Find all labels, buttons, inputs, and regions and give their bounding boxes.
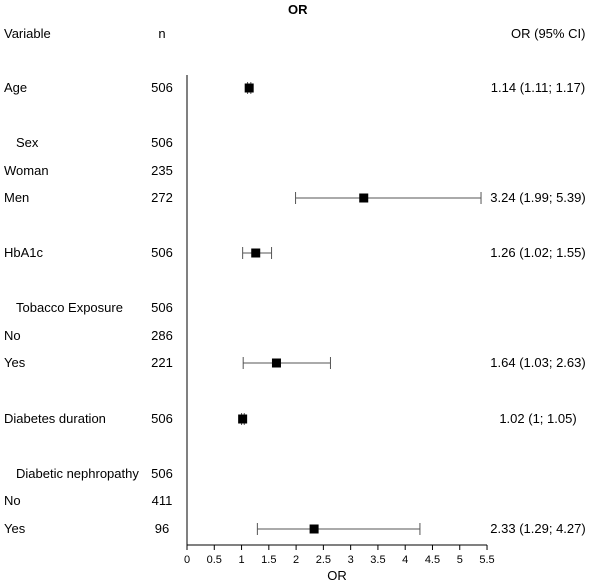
row-or-ci: 1.26 (1.02; 1.55) [490,245,586,260]
x-tick-label: 1.5 [261,554,276,566]
or-point [359,193,369,203]
or-point [251,248,261,258]
header-or-ci: OR (95% CI) [511,26,586,41]
or-point [244,83,254,93]
row-label: Age [4,80,28,95]
header-n: n [158,26,166,41]
row-n: 506 [151,80,173,95]
row-label: No [4,493,21,508]
row-n: 235 [151,163,173,178]
row-n: 221 [151,355,173,370]
x-tick-label: 4.5 [425,554,440,566]
x-tick-label: 0 [184,554,190,566]
row-or-ci: 3.24 (1.99; 5.39) [490,190,586,205]
header-variable: Variable [4,26,51,41]
x-tick-label: 5 [457,554,463,566]
or-point [238,414,248,424]
x-tick-label: 3 [348,554,354,566]
row-or-ci: 1.14 (1.11; 1.17) [490,80,586,95]
row-n: 96 [154,521,170,536]
row-label: Diabetes duration [4,411,106,426]
x-tick-label: 5.5 [479,554,494,566]
row-label: Yes [4,521,26,536]
row-n: 506 [151,300,173,315]
row-or-ci: 1.02 (1; 1.05) [499,411,577,426]
x-tick-label: 0.5 [207,554,222,566]
x-tick-label: 2.5 [316,554,331,566]
or-point [309,524,319,534]
row-n: 506 [151,411,173,426]
row-label: No [4,328,21,343]
row-n: 286 [151,328,173,343]
x-tick-label: 4 [402,554,408,566]
row-label: Men [4,190,30,205]
x-tick-label: 2 [293,554,299,566]
chart-title: OR [288,2,308,17]
row-n: 506 [151,135,173,150]
row-or-ci: 1.64 (1.03; 2.63) [490,355,586,370]
row-n: 506 [151,466,173,481]
x-axis-title: OR [327,568,347,583]
row-label: Woman [4,163,49,178]
row-or-ci: 2.33 (1.29; 4.27) [490,521,586,536]
row-label: Sex [16,135,39,150]
row-label: Diabetic nephropathy [16,466,139,481]
x-tick-label: 3.5 [370,554,385,566]
row-n: 506 [151,245,173,260]
row-n: 272 [151,190,173,205]
row-label: HbA1c [4,245,44,260]
row-n: 411 [151,493,173,508]
row-label: Tobacco Exposure [16,300,123,315]
row-label: Yes [4,355,26,370]
x-tick-label: 1 [238,554,244,566]
or-point [271,358,281,368]
